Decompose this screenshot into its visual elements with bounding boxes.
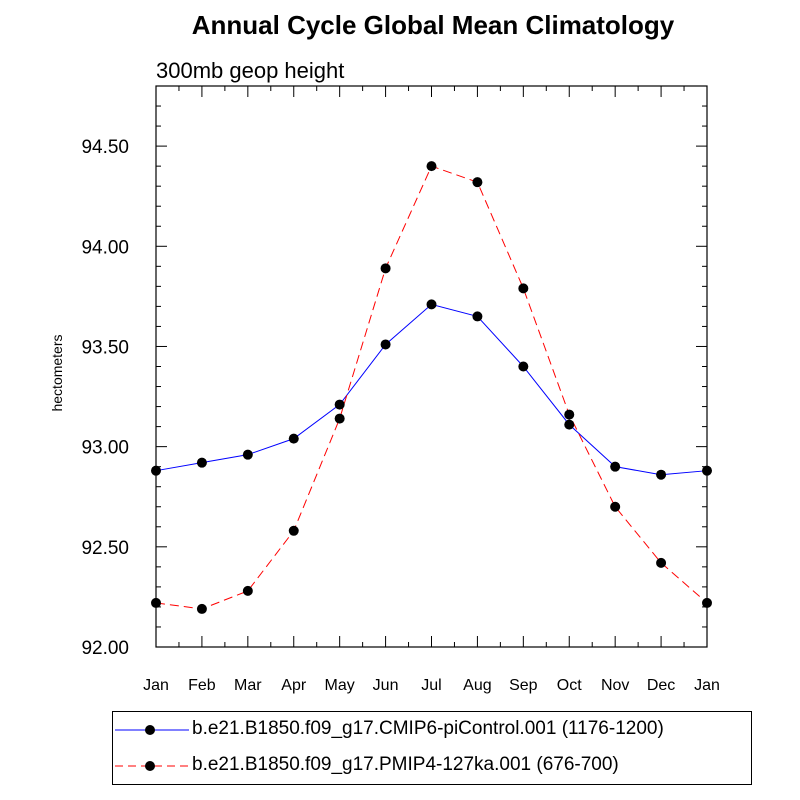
data-point-series-0 [426,299,437,310]
data-point-series-1 [426,161,437,172]
data-point-series-1 [656,557,667,568]
data-point-series-0 [518,361,529,372]
data-point-series-1 [610,501,621,512]
x-tick-label: Feb [188,677,216,694]
data-point-series-1 [472,177,483,188]
data-point-series-0 [702,465,712,476]
y-tick-label: 93.00 [81,438,129,459]
data-point-series-0 [472,311,483,322]
legend-item-127ka: b.e21.B1850.f09_g17.PMIP4-127ka.001 (676… [113,748,751,784]
data-point-series-0 [151,465,161,476]
data-point-series-0 [380,339,391,350]
y-tick-label: 92.00 [81,638,129,659]
data-point-series-0 [242,449,253,460]
data-point-series-1 [334,413,345,424]
data-point-series-0 [196,457,207,468]
x-tick-label: Dec [647,677,675,694]
data-point-series-0 [610,461,621,472]
legend-swatch-127ka [115,761,189,771]
data-point-series-0 [334,399,345,410]
x-tick-label: Sep [509,677,538,694]
data-point-series-1 [151,597,161,608]
data-point-series-1 [564,409,575,420]
data-point-series-0 [288,433,299,444]
chart-title: Annual Cycle Global Mean Climatology [191,10,675,40]
y-tick-label: 92.50 [81,538,129,559]
series-line-0 [155,303,708,476]
y-axis-label: hectometers [49,334,65,412]
legend-label-127ka: b.e21.B1850.f09_g17.PMIP4-127ka.001 (676… [192,754,619,775]
data-point-series-1 [518,283,529,294]
data-point-series-0 [656,469,667,480]
data-point-series-1 [380,263,391,274]
legend-swatch-piControl [115,725,189,735]
y-tick-label: 94.00 [81,237,129,258]
x-tick-label: May [325,677,355,694]
x-tick-label: Aug [463,677,491,694]
x-tick-label: Jul [421,677,441,694]
x-tick-label: Oct [557,677,582,694]
x-tick-label: Nov [601,677,629,694]
data-point-series-1 [242,585,253,596]
data-point-series-1 [288,525,299,536]
legend: b.e21.B1850.f09_g17.CMIP6-piControl.001 … [112,711,752,785]
legend-label-piControl: b.e21.B1850.f09_g17.CMIP6-piControl.001 … [192,718,664,739]
data-point-series-1 [702,597,712,608]
series-line-1 [155,165,708,610]
x-tick-label: Jan [694,677,720,694]
x-tick-label: Jun [373,677,399,694]
legend-item-piControl: b.e21.B1850.f09_g17.CMIP6-piControl.001 … [113,712,751,748]
data-point-series-0 [564,419,575,430]
x-tick-label: Apr [281,677,307,694]
chart-subtitle: 300mb geop height [156,58,345,83]
data-point-series-1 [196,603,207,614]
x-tick-label: Mar [234,677,262,694]
x-tick-label: Jan [143,677,169,694]
y-tick-label: 94.50 [81,137,129,158]
y-tick-label: 93.50 [81,337,129,358]
